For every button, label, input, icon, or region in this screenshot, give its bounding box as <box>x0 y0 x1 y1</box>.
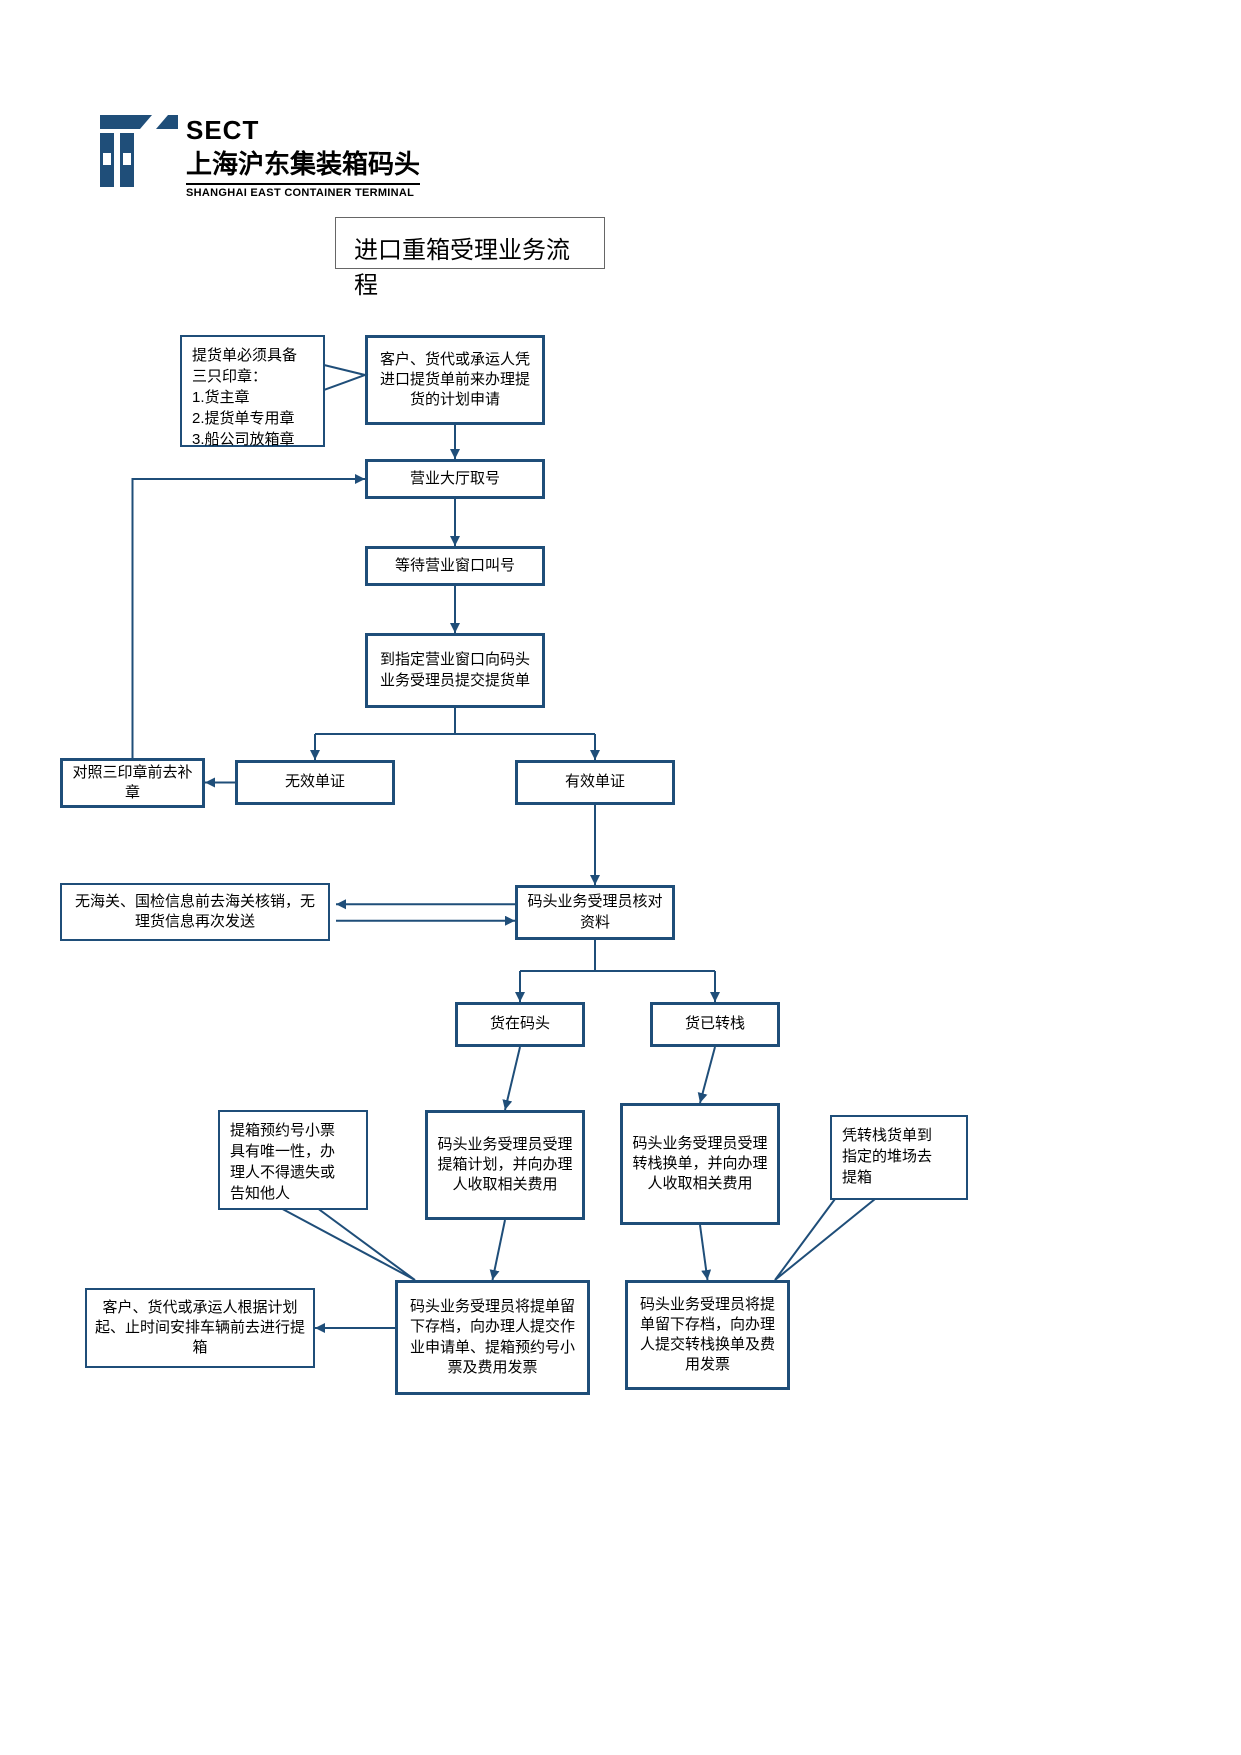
node-verify-material: 码头业务受理员核对资料 <box>515 885 675 940</box>
diagram-canvas: SECT 上海沪东集装箱码头 SHANGHAI EAST CONTAINER T… <box>0 0 1241 1755</box>
node-issue-pickup-docs: 码头业务受理员将提单留下存档，向办理人提交作业申请单、提箱预约号小票及费用发票 <box>395 1280 590 1395</box>
logo-text: SECT 上海沪东集装箱码头 SHANGHAI EAST CONTAINER T… <box>186 115 420 199</box>
node-valid-doc: 有效单证 <box>515 760 675 805</box>
node-wait-call: 等待营业窗口叫号 <box>365 546 545 586</box>
logo-mark <box>100 115 178 187</box>
node-cargo-at-terminal: 货在码头 <box>455 1002 585 1047</box>
node-cargo-transferred: 货已转栈 <box>650 1002 780 1047</box>
callout-ticket-uniqueness: 提箱预约号小票具有唯一性，办理人不得遗失或告知他人 <box>218 1110 368 1210</box>
callout-seal-requirements: 提货单必须具备三只印章：1.货主章2.提货单专用章3.船公司放箱章 <box>180 335 325 447</box>
node-take-number: 营业大厅取号 <box>365 459 545 499</box>
logo-abbrev: SECT <box>186 115 420 146</box>
node-arrange-truck: 客户、货代或承运人根据计划起、止时间安排车辆前去进行提箱 <box>85 1288 315 1368</box>
node-start: 客户、货代或承运人凭进口提货单前来办理提货的计划申请 <box>365 335 545 425</box>
node-accept-pickup-plan: 码头业务受理员受理提箱计划，并向办理人收取相关费用 <box>425 1110 585 1220</box>
node-issue-transfer-docs: 码头业务受理员将提单留下存档，向办理人提交转栈换单及费用发票 <box>625 1280 790 1390</box>
logo-name-cn: 上海沪东集装箱码头 <box>186 144 420 181</box>
node-no-customs-info: 无海关、国检信息前去海关核销，无理货信息再次发送 <box>60 883 330 941</box>
node-accept-transfer: 码头业务受理员受理转栈换单，并向办理人收取相关费用 <box>620 1103 780 1225</box>
node-invalid-doc: 无效单证 <box>235 760 395 805</box>
logo: SECT 上海沪东集装箱码头 SHANGHAI EAST CONTAINER T… <box>100 115 420 199</box>
node-fix-seals: 对照三印章前去补章 <box>60 758 205 808</box>
page-title: 进口重箱受理业务流程 <box>335 217 605 269</box>
logo-name-en: SHANGHAI EAST CONTAINER TERMINAL <box>186 183 420 199</box>
node-submit-doc: 到指定营业窗口向码头业务受理员提交提货单 <box>365 633 545 708</box>
callout-transfer-pickup: 凭转栈货单到指定的堆场去提箱 <box>830 1115 968 1200</box>
connectors-layer <box>0 0 1241 1755</box>
